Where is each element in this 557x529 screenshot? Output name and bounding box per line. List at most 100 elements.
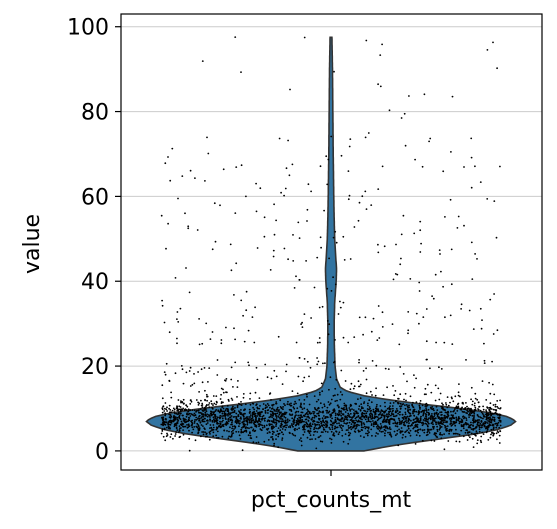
strip-point bbox=[203, 367, 206, 369]
strip-point bbox=[287, 258, 289, 261]
strip-point bbox=[485, 418, 488, 421]
strip-point bbox=[212, 424, 215, 426]
strip-point bbox=[343, 422, 346, 424]
strip-point bbox=[365, 432, 367, 435]
strip-point bbox=[364, 136, 367, 139]
strip-point bbox=[377, 243, 379, 246]
strip-point bbox=[354, 428, 357, 430]
strip-point bbox=[204, 431, 207, 434]
strip-point bbox=[387, 368, 390, 370]
strip-point bbox=[256, 247, 259, 249]
strip-point bbox=[487, 424, 490, 427]
strip-point bbox=[316, 357, 318, 359]
strip-point bbox=[161, 430, 164, 432]
strip-point bbox=[485, 410, 488, 413]
strip-point bbox=[313, 416, 316, 419]
strip-point bbox=[453, 409, 455, 412]
strip-point bbox=[214, 240, 217, 243]
strip-point bbox=[329, 402, 332, 405]
strip-point bbox=[440, 368, 443, 370]
strip-point bbox=[481, 431, 484, 434]
strip-point bbox=[340, 427, 343, 429]
strip-point bbox=[299, 419, 301, 422]
strip-point bbox=[211, 331, 214, 333]
strip-point bbox=[275, 425, 277, 427]
strip-point bbox=[366, 420, 368, 423]
strip-point bbox=[285, 370, 287, 373]
strip-point bbox=[211, 406, 214, 409]
strip-point bbox=[232, 405, 234, 408]
strip-point bbox=[187, 227, 190, 230]
strip-point bbox=[353, 385, 356, 388]
strip-point bbox=[324, 430, 327, 433]
strip-point bbox=[412, 401, 414, 404]
strip-point bbox=[205, 433, 208, 435]
strip-point bbox=[259, 411, 261, 414]
strip-point bbox=[421, 429, 424, 431]
strip-point bbox=[415, 312, 418, 315]
strip-point bbox=[302, 414, 305, 417]
strip-point bbox=[352, 387, 355, 390]
strip-point bbox=[277, 415, 279, 418]
strip-point bbox=[186, 412, 188, 415]
strip-point bbox=[474, 408, 477, 411]
strip-point bbox=[300, 403, 302, 406]
strip-point bbox=[166, 432, 168, 435]
strip-point bbox=[403, 398, 405, 401]
strip-point bbox=[398, 343, 401, 346]
strip-point bbox=[354, 417, 357, 420]
strip-point bbox=[464, 407, 466, 409]
strip-point bbox=[378, 337, 381, 339]
strip-point bbox=[302, 433, 305, 436]
strip-point bbox=[316, 412, 319, 415]
strip-point bbox=[425, 340, 428, 343]
strip-point bbox=[401, 420, 404, 422]
strip-point bbox=[272, 438, 274, 441]
strip-point bbox=[209, 416, 211, 418]
strip-point bbox=[424, 413, 427, 415]
strip-point bbox=[464, 431, 467, 434]
strip-point bbox=[248, 418, 250, 420]
strip-point bbox=[459, 395, 461, 398]
strip-point bbox=[225, 424, 228, 426]
strip-point bbox=[449, 314, 452, 317]
strip-point bbox=[279, 399, 282, 402]
strip-point bbox=[314, 430, 317, 433]
strip-point bbox=[493, 432, 495, 435]
strip-point bbox=[188, 370, 191, 372]
strip-point bbox=[201, 404, 204, 406]
strip-point bbox=[362, 422, 365, 424]
strip-point bbox=[222, 415, 225, 417]
strip-point bbox=[353, 226, 356, 228]
strip-point bbox=[409, 415, 412, 417]
strip-point bbox=[317, 360, 320, 363]
strip-point bbox=[334, 427, 337, 429]
strip-point bbox=[423, 429, 426, 431]
strip-point bbox=[202, 410, 205, 412]
strip-point bbox=[342, 301, 345, 304]
strip-point bbox=[257, 441, 260, 444]
strip-point bbox=[166, 434, 169, 436]
strip-point bbox=[258, 423, 261, 425]
strip-point bbox=[273, 408, 275, 411]
strip-point bbox=[227, 398, 230, 401]
strip-point bbox=[399, 432, 402, 434]
strip-point bbox=[259, 415, 262, 418]
strip-point bbox=[452, 432, 455, 435]
strip-point bbox=[201, 381, 204, 384]
strip-point bbox=[450, 414, 453, 416]
strip-point bbox=[448, 430, 451, 433]
strip-point bbox=[270, 425, 273, 428]
strip-point bbox=[367, 404, 369, 407]
strip-point bbox=[349, 416, 352, 418]
strip-point bbox=[298, 420, 300, 423]
strip-point bbox=[490, 420, 493, 422]
strip-point bbox=[385, 409, 387, 412]
strip-point bbox=[227, 437, 230, 440]
strip-point bbox=[476, 424, 479, 426]
strip-point bbox=[323, 424, 326, 427]
strip-point bbox=[308, 432, 311, 434]
strip-point bbox=[198, 409, 200, 411]
strip-point bbox=[440, 422, 443, 425]
strip-point bbox=[164, 414, 167, 417]
